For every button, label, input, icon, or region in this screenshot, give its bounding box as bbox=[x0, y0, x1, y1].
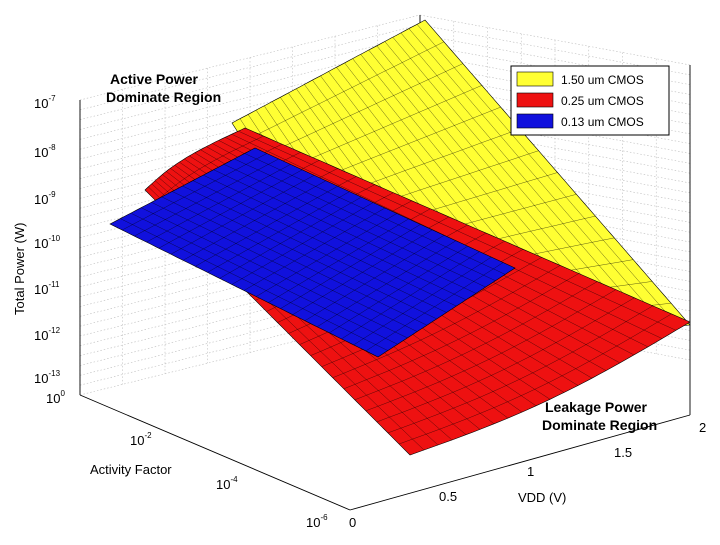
mesh-line bbox=[122, 153, 267, 231]
grid-line bbox=[79, 34, 421, 120]
activity-tick-label: 10-6 bbox=[306, 513, 328, 530]
mesh-line bbox=[170, 175, 315, 255]
z-tick-label: 10-12 bbox=[34, 326, 61, 343]
mesh-line bbox=[231, 202, 374, 285]
legend-swatch-0-13um bbox=[516, 113, 554, 129]
mesh-line bbox=[292, 229, 433, 315]
grid-line bbox=[79, 24, 421, 111]
mesh-line bbox=[155, 135, 264, 202]
z-tick-label: 10-9 bbox=[34, 190, 56, 207]
vdd-tick-label: 0.5 bbox=[439, 489, 457, 504]
legend-label: 0.25 um CMOS bbox=[561, 94, 644, 108]
annotation-active-line2: Dominate Region bbox=[106, 89, 221, 105]
frame-line bbox=[349, 414, 691, 511]
grid-line bbox=[79, 280, 421, 366]
mesh-line bbox=[332, 265, 561, 378]
mesh-line bbox=[387, 305, 654, 434]
vdd-tick-label: 1.5 bbox=[614, 445, 632, 460]
vdd-axis-ticks: 0 0.5 1 1.5 2 bbox=[349, 420, 706, 530]
legend-swatch-0-25um bbox=[516, 92, 554, 108]
z-tick-label: 10-13 bbox=[34, 369, 61, 386]
mesh-line bbox=[280, 224, 421, 309]
mesh-line bbox=[304, 235, 445, 321]
mesh-line bbox=[243, 41, 445, 142]
mesh-line bbox=[256, 213, 397, 297]
mesh-line bbox=[398, 313, 672, 445]
activity-tick-label: 100 bbox=[46, 389, 65, 406]
vdd-tick-label: 2 bbox=[699, 420, 706, 435]
z-tick-label: 10-10 bbox=[34, 234, 61, 251]
mesh-line bbox=[207, 191, 350, 273]
mesh-line bbox=[354, 281, 598, 401]
surface-layer bbox=[109, 19, 691, 456]
mesh-0-13um-cmos bbox=[120, 153, 506, 352]
annotation-leakage-line2: Dominate Region bbox=[542, 417, 657, 433]
mesh-line bbox=[341, 251, 480, 340]
z-tick-label: 10-11 bbox=[34, 280, 60, 297]
z-axis-title: Total Power (W) bbox=[12, 223, 27, 315]
legend-label: 0.13 um CMOS bbox=[561, 115, 644, 129]
mesh-line bbox=[134, 158, 279, 237]
mesh-line bbox=[365, 289, 616, 412]
z-axis-ticks: 10-7 10-8 10-9 10-10 10-11 10-12 10-13 bbox=[34, 94, 61, 386]
mesh-line bbox=[376, 297, 635, 423]
vdd-tick-label: 1 bbox=[527, 464, 534, 479]
mesh-line bbox=[158, 169, 303, 249]
mesh-line bbox=[146, 164, 291, 243]
mesh-line bbox=[182, 180, 327, 261]
mesh-line bbox=[365, 262, 504, 352]
grid-line bbox=[79, 299, 421, 386]
legend: 1.50 um CMOS 0.25 um CMOS 0.13 um CMOS bbox=[510, 65, 670, 136]
mesh-line bbox=[219, 196, 362, 279]
activity-tick-label: 10-2 bbox=[130, 431, 152, 448]
mesh-line bbox=[316, 240, 457, 327]
z-tick-label: 10-7 bbox=[34, 94, 56, 111]
grid-line bbox=[79, 290, 421, 376]
mesh-line bbox=[243, 207, 386, 291]
activity-axis-ticks: 100 10-2 10-4 10-6 bbox=[46, 389, 328, 530]
annotation-leakage-line1: Leakage Power bbox=[545, 399, 647, 415]
mesh-line bbox=[353, 256, 492, 346]
legend-swatch-1-50um bbox=[516, 71, 554, 87]
mesh-line bbox=[343, 273, 579, 390]
surface-0-13um-cmos bbox=[109, 147, 516, 358]
legend-label: 1.50 um CMOS bbox=[561, 73, 644, 87]
mesh-line bbox=[255, 63, 463, 160]
annotation-active-line1: Active Power bbox=[110, 71, 198, 87]
z-tick-label: 10-8 bbox=[34, 143, 56, 160]
mesh-line bbox=[329, 246, 468, 333]
mesh-line bbox=[268, 218, 409, 303]
mesh-line bbox=[195, 186, 338, 267]
activity-axis-title: Activity Factor bbox=[90, 462, 172, 477]
vdd-axis-title: VDD (V) bbox=[518, 490, 566, 505]
activity-tick-label: 10-4 bbox=[216, 475, 238, 492]
frame-line bbox=[79, 394, 351, 511]
vdd-tick-label: 0 bbox=[349, 515, 356, 530]
